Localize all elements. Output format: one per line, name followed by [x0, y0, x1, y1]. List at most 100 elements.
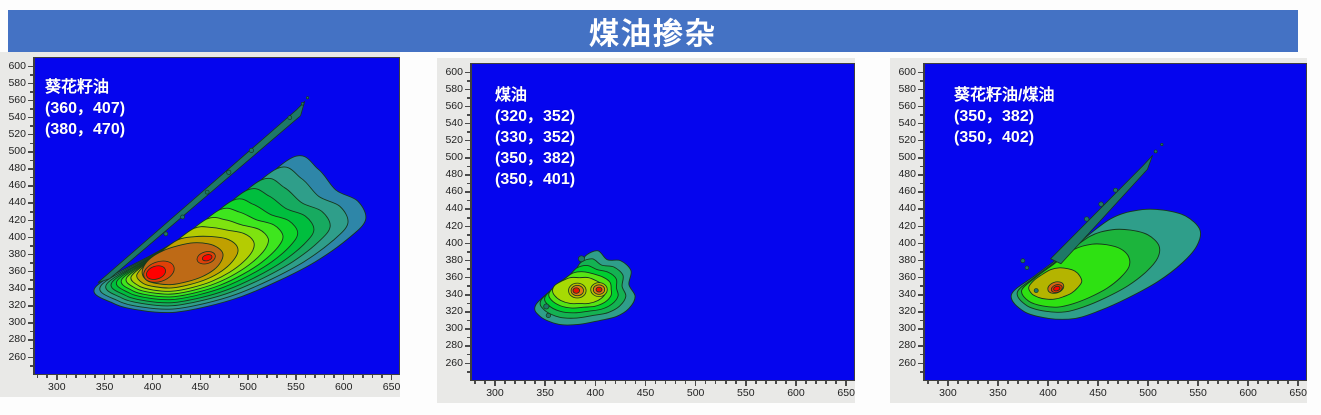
- y-tick-label: 440: [898, 202, 916, 215]
- y-minor-tick: [920, 165, 923, 168]
- x-minor-tick: [180, 375, 182, 378]
- x-tick-label: 550: [287, 381, 305, 393]
- y-tick-mark: [465, 88, 470, 91]
- y-tick-mark: [465, 105, 470, 108]
- page-title: 煤油掺杂: [589, 18, 717, 51]
- y-minor-tick: [30, 193, 33, 196]
- x-minor-tick: [534, 381, 536, 384]
- y-tick-mark: [918, 225, 923, 228]
- contour-speck: [204, 189, 210, 195]
- y-minor-tick: [30, 313, 33, 316]
- y-tick-label: 540: [898, 116, 916, 129]
- y-tick-label: 600: [8, 59, 26, 72]
- x-minor-tick: [132, 375, 135, 378]
- x-minor-tick: [634, 381, 637, 384]
- y-tick-label: 300: [898, 322, 916, 335]
- contour-plot: [33, 57, 400, 375]
- x-tick-mark: [342, 375, 345, 380]
- title-bar: 煤油掺杂: [8, 10, 1298, 52]
- x-minor-tick: [266, 375, 268, 378]
- x-minor-tick: [1067, 381, 1069, 384]
- x-minor-tick: [1237, 381, 1239, 384]
- y-axis: 600 580 560 540 520 500 480 460 440 420 400 380 360 3…: [890, 63, 923, 381]
- x-minor-tick: [84, 375, 87, 378]
- x-tick-mark: [1047, 381, 1049, 386]
- y-tick-mark: [465, 362, 470, 364]
- x-minor-tick: [825, 381, 827, 384]
- y-minor-tick: [467, 199, 470, 202]
- x-tick-mark: [594, 381, 597, 386]
- contour-speck: [163, 231, 169, 237]
- y-minor-tick: [30, 142, 33, 145]
- x-minor-tick: [314, 375, 316, 378]
- y-tick-mark: [918, 105, 923, 108]
- x-minor-tick: [36, 375, 39, 378]
- panel-kerosene: 600 580 560 540 520 500 480 460 440 420 400 380 360 3…: [437, 58, 855, 403]
- y-minor-tick: [30, 245, 33, 247]
- y-tick-mark: [465, 345, 470, 347]
- panel-sunflower-oil: 600 580 560 540 520 500 480 460 440 420 400 380 360 3…: [0, 52, 400, 397]
- contour-hotspot: [572, 287, 580, 294]
- y-tick-label: 280: [8, 333, 26, 346]
- x-tick-label: 600: [1239, 387, 1257, 399]
- x-minor-tick: [1217, 381, 1219, 384]
- y-tick-label: 280: [898, 339, 916, 352]
- x-tick-mark: [544, 381, 546, 386]
- x-minor-tick: [1037, 381, 1039, 384]
- contour-speck: [1084, 216, 1090, 222]
- x-tick-mark: [199, 375, 202, 380]
- x-tick-label: 550: [1189, 387, 1207, 399]
- y-minor-tick: [467, 251, 470, 253]
- y-tick-label: 400: [8, 230, 26, 243]
- x-minor-tick: [554, 381, 556, 384]
- x-minor-tick: [1177, 381, 1179, 384]
- plot-area: 葵花籽油 (360，407) (380，470): [33, 57, 400, 375]
- y-minor-tick: [920, 234, 923, 236]
- y-minor-tick: [467, 131, 470, 133]
- y-tick-label: 520: [445, 133, 463, 146]
- contour-speck: [1153, 149, 1158, 154]
- y-tick-mark: [465, 157, 470, 159]
- x-tick-label: 650: [1289, 387, 1307, 399]
- y-tick-label: 480: [8, 162, 26, 175]
- y-tick-mark: [918, 191, 923, 193]
- y-minor-tick: [30, 211, 33, 213]
- x-minor-tick: [142, 375, 144, 378]
- x-tick-mark: [494, 381, 496, 386]
- y-tick-label: 360: [898, 270, 916, 283]
- x-minor-tick: [927, 381, 929, 384]
- y-tick-label: 260: [898, 356, 916, 369]
- x-minor-tick: [1007, 381, 1009, 384]
- x-axis: 300 350 400 450 500 550 600 650: [470, 381, 855, 403]
- y-tick-mark: [28, 151, 33, 153]
- x-minor-tick: [323, 375, 326, 378]
- y-tick-label: 340: [898, 288, 916, 301]
- charts-row: 600 580 560 540 520 500 480 460 440 420 400 380 360 3…: [0, 52, 1321, 403]
- y-tick-mark: [28, 185, 33, 187]
- y-tick-mark: [28, 356, 33, 358]
- y-tick-label: 500: [8, 145, 26, 158]
- y-minor-tick: [467, 268, 470, 270]
- y-minor-tick: [920, 285, 923, 287]
- x-minor-tick: [170, 375, 173, 378]
- y-tick-label: 300: [445, 322, 463, 335]
- x-tick-mark: [845, 381, 847, 386]
- x-minor-tick: [504, 381, 506, 384]
- x-minor-tick: [564, 381, 566, 384]
- y-minor-tick: [30, 262, 33, 264]
- y-tick-mark: [465, 208, 470, 210]
- x-tick-mark: [1197, 381, 1199, 386]
- y-minor-tick: [467, 371, 470, 373]
- x-minor-tick: [75, 375, 77, 378]
- y-tick-label: 600: [445, 65, 463, 78]
- y-tick-label: 380: [8, 247, 26, 260]
- y-tick-label: 600: [898, 65, 916, 78]
- x-minor-tick: [584, 381, 587, 384]
- y-minor-tick: [467, 285, 470, 287]
- y-tick-mark: [465, 225, 470, 228]
- x-minor-tick: [957, 381, 959, 384]
- y-tick-mark: [28, 99, 33, 102]
- y-minor-tick: [467, 336, 470, 339]
- x-minor-tick: [1127, 381, 1129, 384]
- y-tick-mark: [28, 339, 33, 341]
